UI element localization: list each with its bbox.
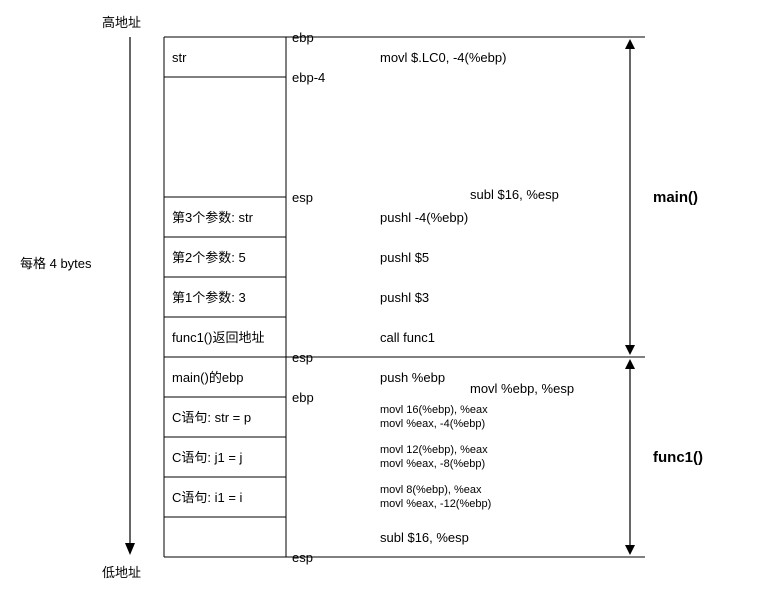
stack-cell-5: func1()返回地址 (172, 330, 264, 345)
asm-6: push %ebp (380, 370, 445, 385)
asm-above-2: subl $16, %esp (470, 187, 559, 202)
bytes-per-cell: 每格 4 bytes (20, 256, 92, 271)
stack-cell-6: main()的ebp (172, 370, 244, 385)
asm-4: pushl $3 (380, 290, 429, 305)
stack-cell-2: 第3个参数: str (172, 210, 254, 225)
asm-10: subl $16, %esp (380, 530, 469, 545)
bottom-addr-label: 低地址 (102, 565, 141, 580)
asm-7-a: movl 16(%ebp), %eax (380, 404, 488, 416)
bracket-main: main() (653, 189, 698, 206)
asm-9-a: movl 8(%ebp), %eax (380, 484, 482, 496)
ptr-label-2: esp (292, 190, 313, 205)
stack-cell-0: str (172, 50, 187, 65)
bracket-func1: func1() (653, 449, 703, 466)
ptr-label-7: ebp (292, 390, 314, 405)
asm-8-b: movl %eax, -8(%ebp) (380, 458, 485, 470)
asm-below-6: movl %ebp, %esp (470, 381, 574, 396)
asm-3: pushl $5 (380, 250, 429, 265)
asm-9-b: movl %eax, -12(%ebp) (380, 498, 491, 510)
top-addr-label: 高地址 (102, 15, 141, 30)
asm-2: pushl -4(%ebp) (380, 210, 468, 225)
asm-7-b: movl %eax, -4(%ebp) (380, 418, 485, 430)
stack-cell-3: 第2个参数: 5 (172, 250, 246, 265)
stack-cell-9: C语句: i1 = i (172, 490, 243, 505)
ptr-label-1: ebp-4 (292, 70, 325, 85)
stack-cell-4: 第1个参数: 3 (172, 290, 246, 305)
asm-5: call func1 (380, 330, 435, 345)
stack-cell-8: C语句: j1 = j (172, 450, 243, 465)
asm-8-a: movl 12(%ebp), %eax (380, 444, 488, 456)
asm-0: movl $.LC0, -4(%ebp) (380, 50, 506, 65)
stack-cell-7: C语句: str = p (172, 410, 251, 425)
